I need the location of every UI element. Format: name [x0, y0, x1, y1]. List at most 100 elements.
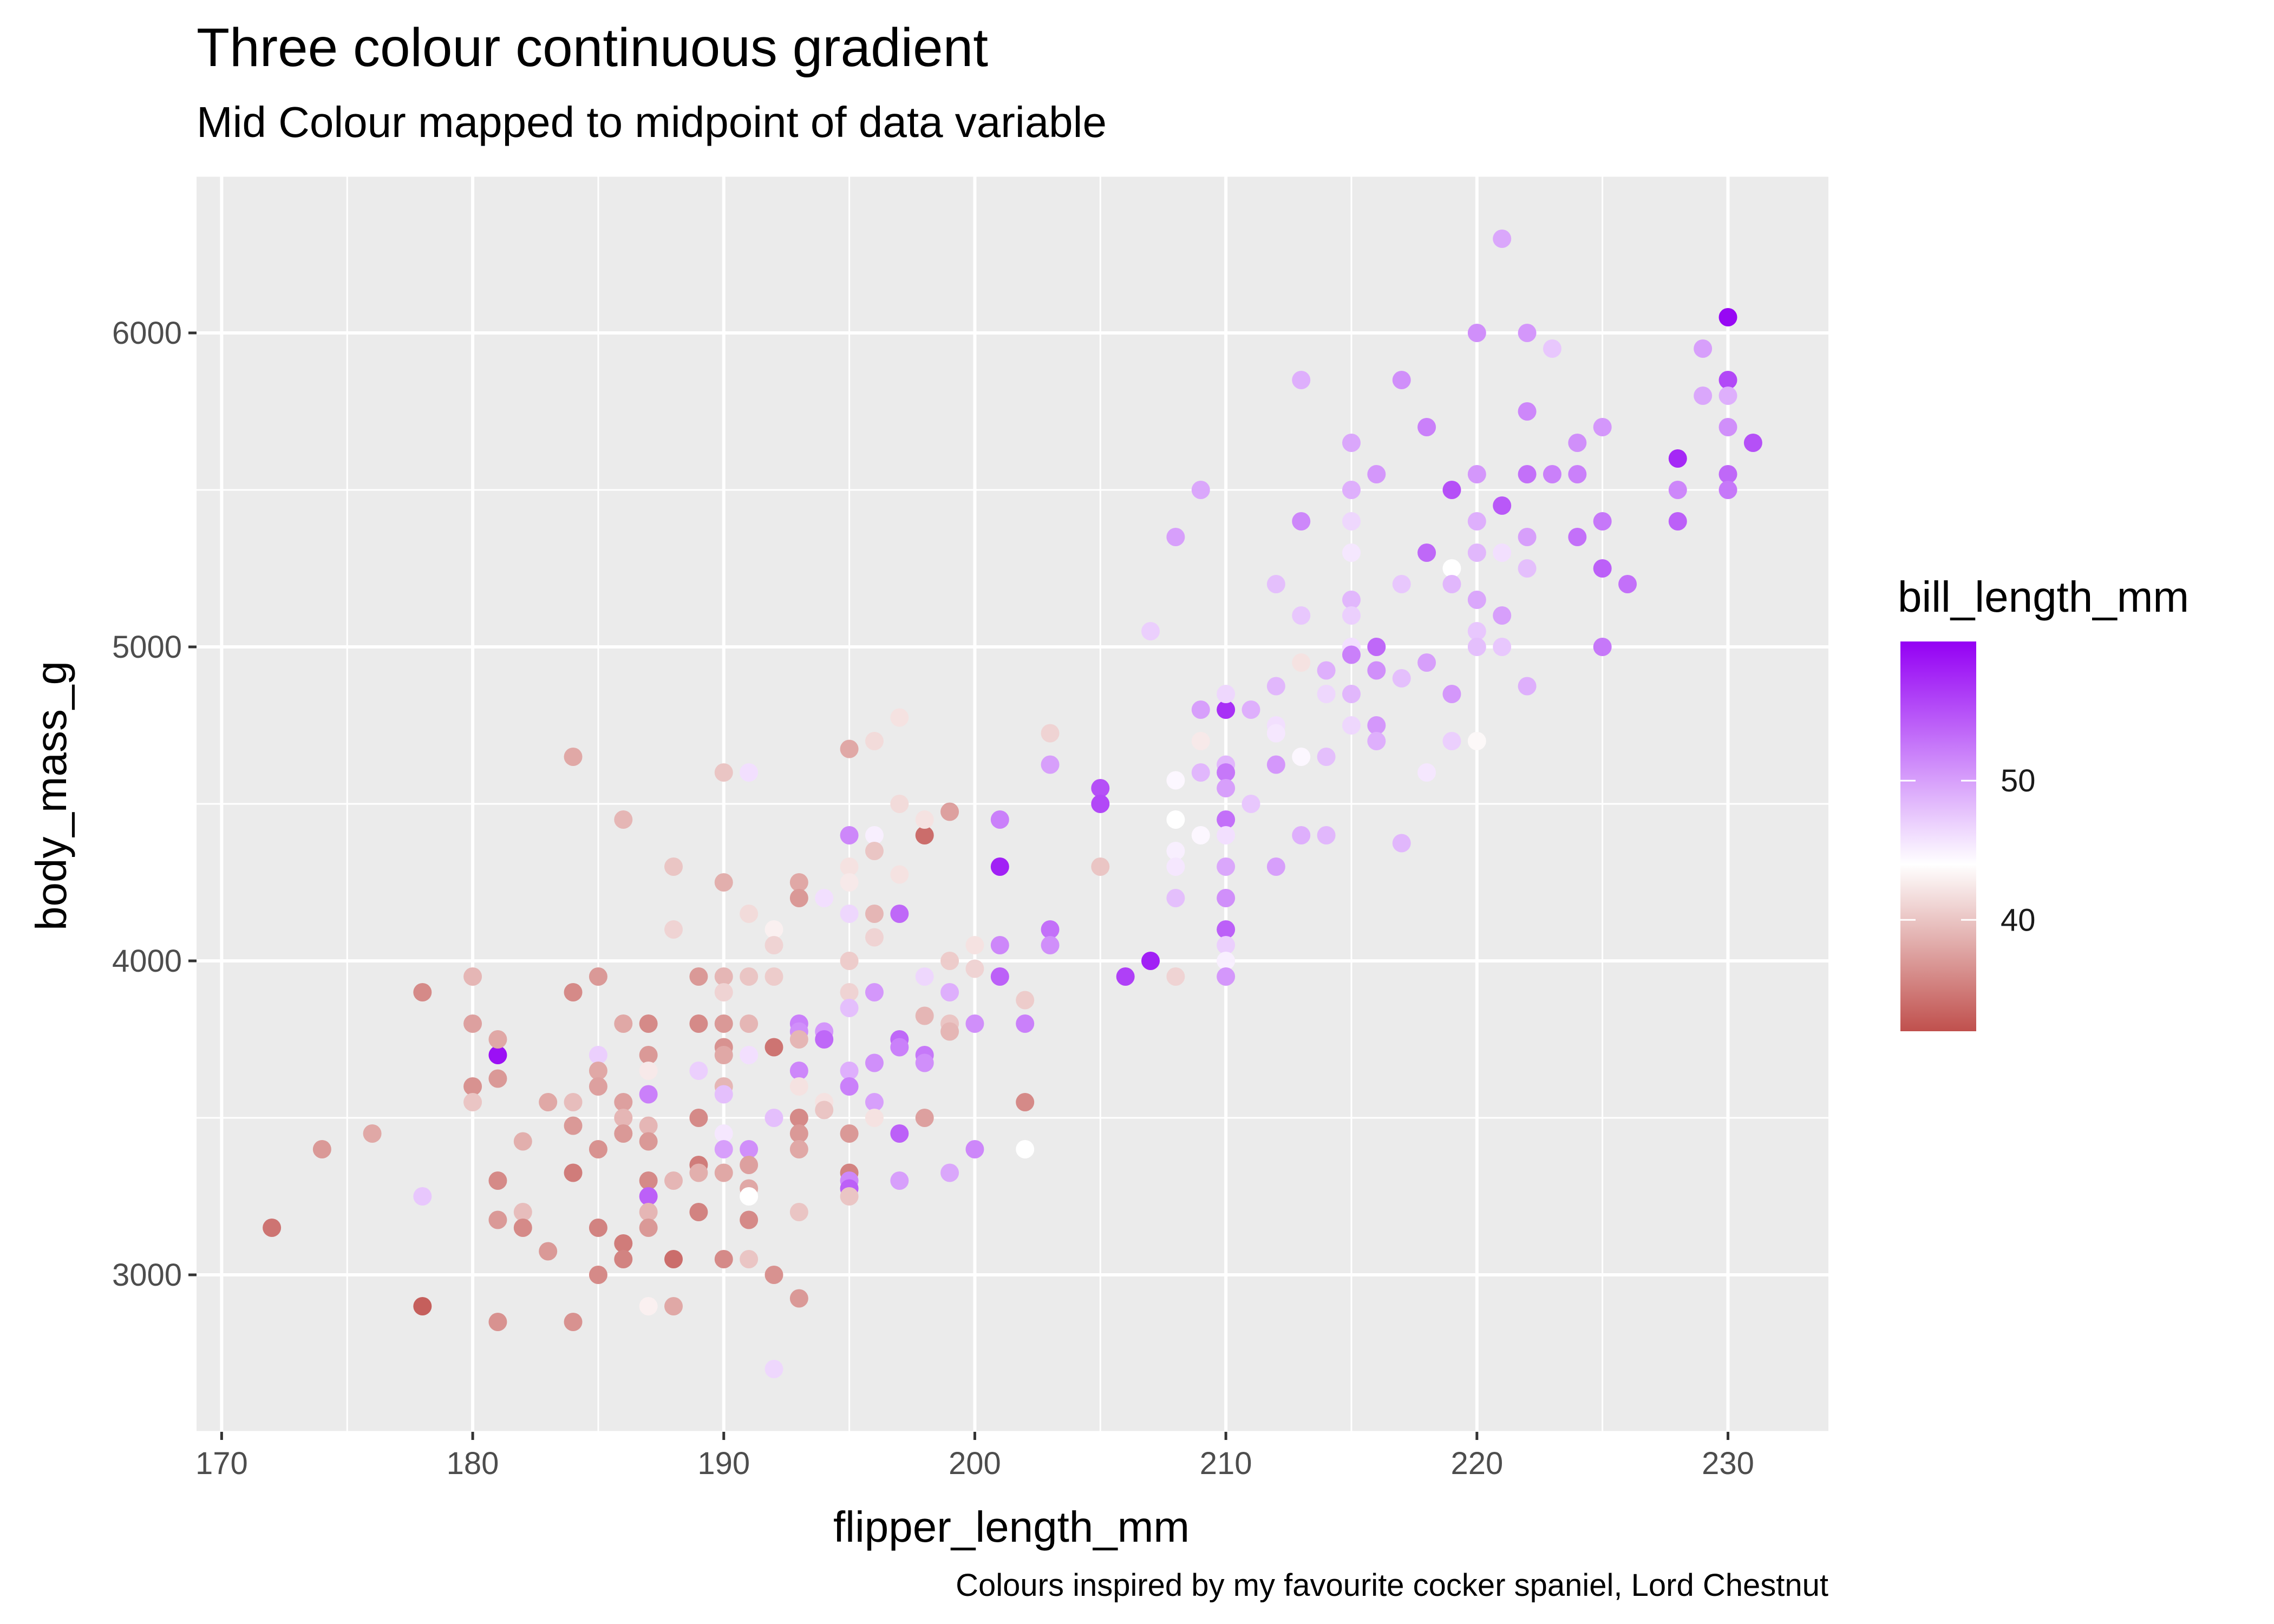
data-point — [1392, 575, 1411, 593]
legend-colourbar — [1900, 641, 1976, 1031]
data-point — [865, 1109, 884, 1127]
data-point — [1743, 434, 1762, 452]
data-point — [1367, 732, 1386, 750]
data-point — [488, 1313, 507, 1331]
data-point — [564, 748, 583, 766]
data-point — [740, 967, 759, 986]
data-point — [614, 1093, 633, 1111]
data-point — [689, 1203, 708, 1221]
data-point — [1217, 936, 1236, 954]
data-point — [890, 1124, 909, 1143]
data-point — [664, 920, 683, 939]
data-point — [1467, 638, 1486, 656]
data-point — [1694, 339, 1713, 358]
data-point — [1342, 685, 1361, 703]
data-point — [865, 732, 884, 750]
data-point — [865, 826, 884, 844]
data-point — [865, 905, 884, 923]
data-point — [714, 967, 733, 986]
data-point — [1166, 967, 1185, 986]
data-point — [865, 1053, 884, 1072]
data-point — [965, 959, 984, 978]
data-point — [840, 1077, 859, 1096]
data-point — [840, 873, 859, 892]
data-point — [764, 1109, 783, 1127]
data-point — [840, 857, 859, 876]
data-point — [940, 1163, 959, 1182]
data-point — [1191, 826, 1210, 844]
data-point — [463, 1093, 482, 1111]
data-point — [1718, 387, 1737, 405]
data-point — [312, 1140, 331, 1158]
data-point — [990, 810, 1009, 829]
data-point — [1493, 230, 1512, 248]
data-point — [1292, 606, 1311, 625]
x-tick-label: 170 — [195, 1446, 248, 1481]
data-point — [1568, 465, 1587, 483]
data-point — [1543, 465, 1561, 483]
data-point — [990, 967, 1009, 986]
data-point — [815, 1101, 834, 1119]
x-axis-ticks: 170 180 190 200 210 220 230 — [195, 1432, 1754, 1481]
data-point — [589, 1219, 607, 1237]
data-point — [1217, 952, 1236, 970]
data-point — [840, 1062, 859, 1080]
y-tick-label: 5000 — [112, 630, 182, 665]
data-point — [1718, 418, 1737, 436]
data-point — [865, 983, 884, 1001]
data-point — [639, 1187, 658, 1206]
data-point — [1668, 512, 1687, 531]
data-point — [1191, 481, 1210, 499]
data-point — [1166, 842, 1185, 860]
data-point — [1342, 716, 1361, 735]
data-point — [1116, 967, 1135, 986]
data-point — [1016, 991, 1035, 1010]
data-point — [488, 1069, 507, 1088]
data-point — [1191, 700, 1210, 719]
data-point — [714, 1085, 733, 1104]
data-point — [1618, 575, 1637, 593]
data-point — [1266, 857, 1285, 876]
data-point — [789, 889, 808, 907]
data-point — [564, 1163, 583, 1182]
data-point — [789, 1124, 808, 1143]
data-point — [1317, 661, 1336, 680]
data-point — [714, 1250, 733, 1268]
data-point — [488, 1046, 507, 1064]
data-point — [965, 1140, 984, 1158]
y-axis-ticks: 3000 4000 5000 6000 — [112, 316, 197, 1293]
data-point — [764, 920, 783, 939]
data-point — [740, 1014, 759, 1033]
data-point — [764, 967, 783, 986]
data-point — [764, 1360, 783, 1378]
data-point — [639, 1046, 658, 1064]
data-point — [840, 1124, 859, 1143]
data-point — [488, 1171, 507, 1190]
data-point — [740, 1210, 759, 1229]
data-point — [564, 1313, 583, 1331]
data-point — [639, 1203, 658, 1221]
data-point — [865, 842, 884, 860]
data-point — [915, 810, 934, 829]
data-point — [890, 1171, 909, 1190]
data-point — [840, 999, 859, 1017]
data-point — [815, 889, 834, 907]
data-point — [1593, 418, 1612, 436]
data-point — [1668, 481, 1687, 499]
data-point — [1518, 677, 1537, 696]
data-point — [1367, 716, 1386, 735]
data-point — [539, 1093, 558, 1111]
data-point — [639, 1297, 658, 1315]
data-point — [1217, 810, 1236, 829]
data-point — [1543, 339, 1561, 358]
data-point — [589, 1062, 607, 1080]
data-point — [1091, 795, 1110, 813]
data-point — [1518, 559, 1537, 578]
data-point — [1442, 559, 1461, 578]
data-point — [1493, 638, 1512, 656]
data-point — [1016, 1093, 1035, 1111]
data-point — [1442, 732, 1461, 750]
data-point — [1442, 575, 1461, 593]
data-point — [664, 1250, 683, 1268]
